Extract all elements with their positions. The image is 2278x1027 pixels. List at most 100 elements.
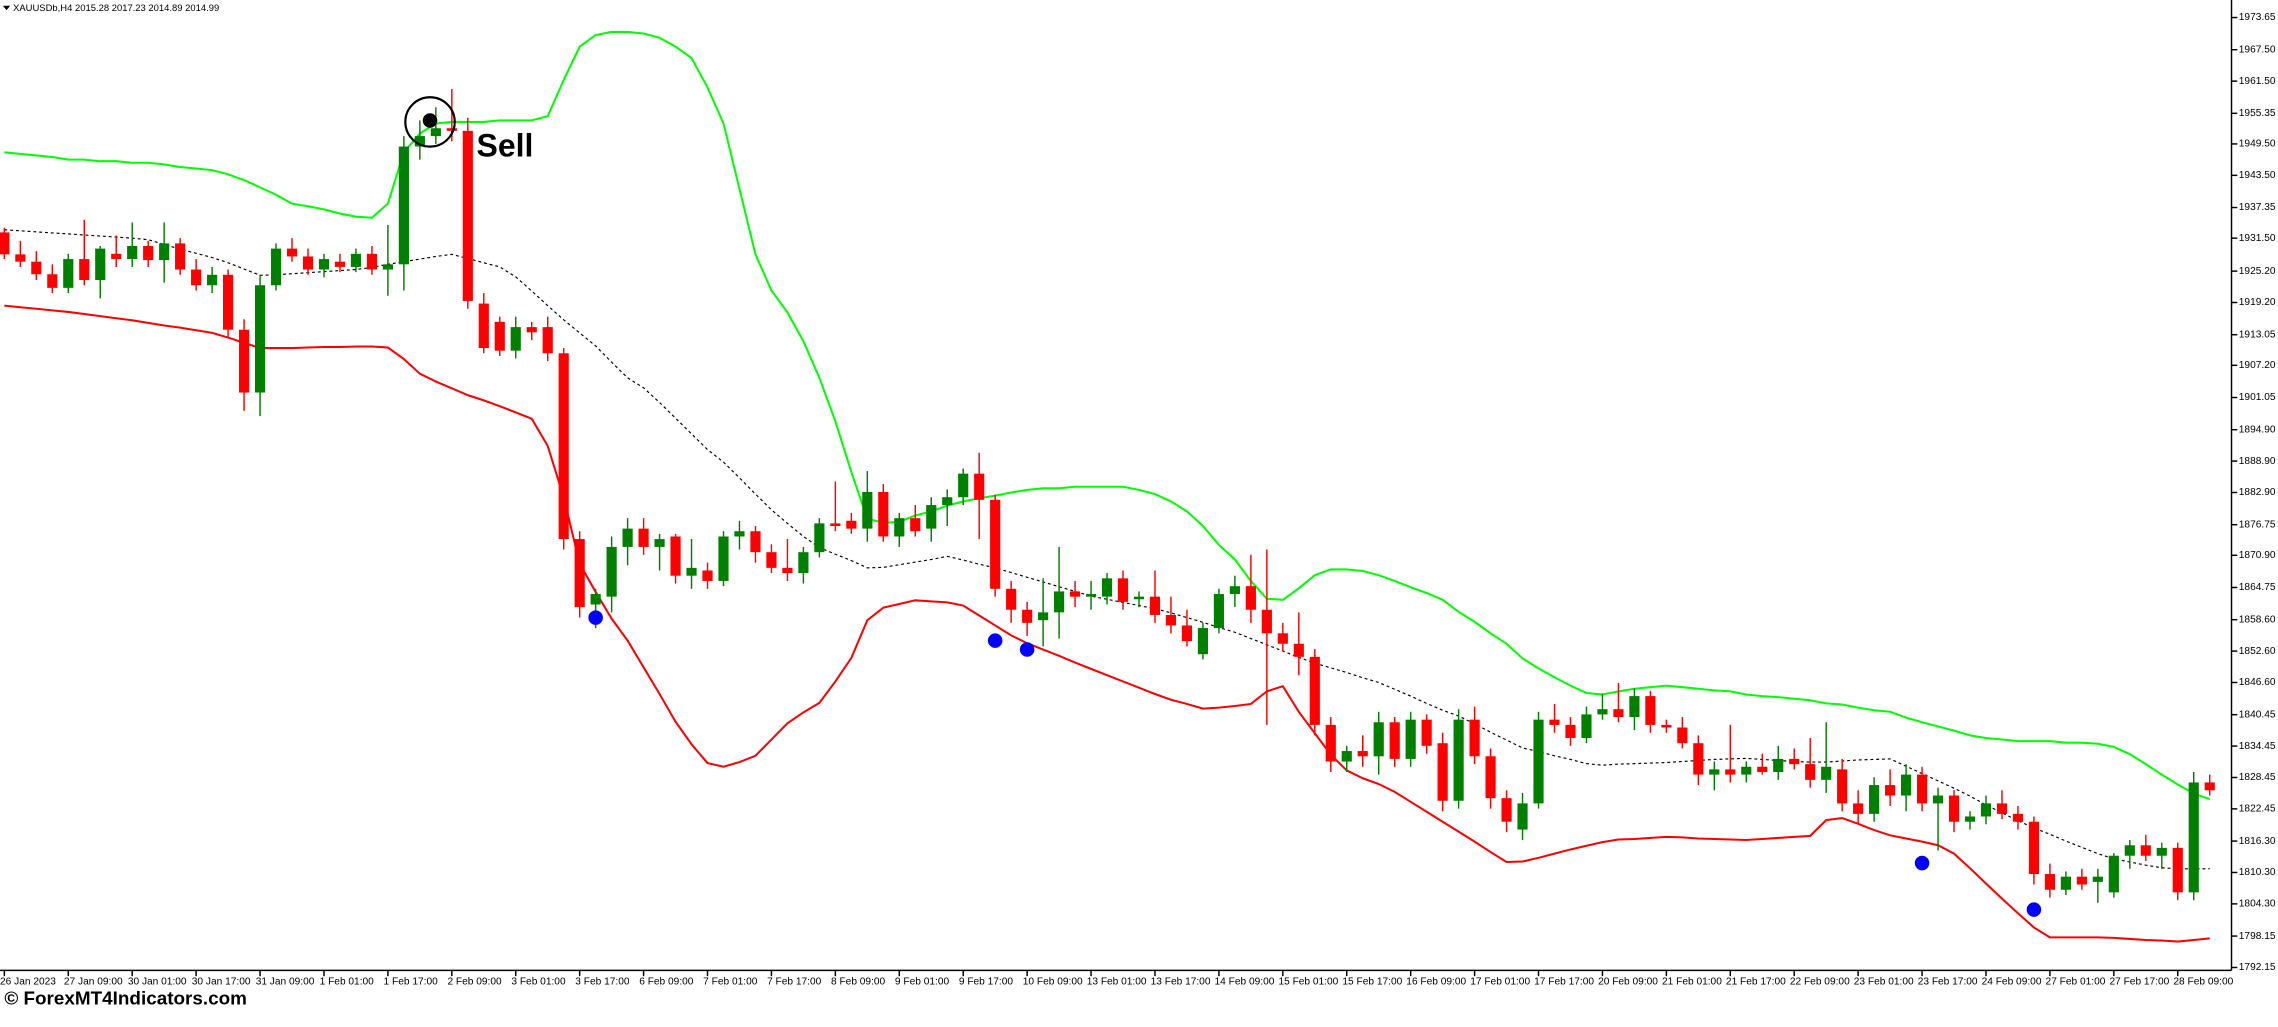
candle-body — [750, 531, 761, 553]
x-tick-label: 28 Feb 09:00 — [2173, 977, 2233, 988]
candle-body — [1437, 743, 1448, 801]
candle-body — [95, 248, 106, 281]
x-tick-label: 7 Feb 17:00 — [767, 977, 822, 988]
candle-body — [334, 261, 346, 267]
x-tick-label: 21 Feb 01:00 — [1662, 977, 1722, 988]
sell-signal — [422, 113, 438, 128]
candle-body — [798, 552, 809, 574]
y-tick-label: 1949.50 — [2239, 139, 2276, 150]
candle-body — [1133, 596, 1145, 600]
candle-body — [1277, 633, 1288, 644]
x-tick-label: 21 Feb 17:00 — [1726, 977, 1786, 988]
candle-body — [254, 285, 266, 393]
y-tick-label: 1967.50 — [2239, 44, 2276, 55]
x-tick-label: 3 Feb 01:00 — [511, 977, 566, 988]
x-tick-label: 17 Feb 17:00 — [1534, 977, 1594, 988]
candle-body — [446, 128, 457, 131]
candle-body — [1996, 803, 2008, 814]
candle-body — [590, 594, 601, 605]
candle-body — [846, 520, 857, 529]
x-tick-label: 27 Feb 17:00 — [2109, 977, 2169, 988]
candle-body — [1741, 766, 1752, 775]
candle-body — [1325, 724, 1336, 762]
buy-signal — [588, 610, 603, 625]
x-tick-label: 9 Feb 17:00 — [959, 977, 1014, 988]
band-line — [4, 30, 2211, 801]
candle-body — [622, 528, 633, 547]
candle-body — [2044, 874, 2055, 890]
candle-body — [1293, 643, 1304, 657]
x-tick-label: 20 Feb 09:00 — [1598, 977, 1658, 988]
x-tick-label: 2 Feb 09:00 — [447, 977, 502, 988]
candle-body — [1677, 727, 1688, 744]
y-tick-label: 1919.20 — [2239, 297, 2276, 308]
candle-body — [1453, 719, 1464, 801]
y-tick-label: 1822.45 — [2239, 804, 2276, 815]
x-tick-label: 16 Feb 09:00 — [1406, 977, 1466, 988]
y-tick-label: 1931.50 — [2239, 233, 2276, 244]
candle-body — [1869, 785, 1880, 814]
x-tick-label: 7 Feb 01:00 — [703, 977, 758, 988]
y-tick-label: 1888.90 — [2239, 456, 2276, 467]
candle-body — [1117, 578, 1129, 602]
candle-body — [318, 259, 330, 270]
candle-body — [2012, 813, 2024, 822]
sell-label: Sell — [477, 128, 534, 164]
candle-body — [1213, 594, 1224, 629]
candle-body — [1357, 751, 1368, 757]
candle-body — [958, 473, 969, 498]
candle-body — [1373, 722, 1384, 757]
candle-body — [1645, 696, 1656, 725]
candle-body — [766, 552, 777, 568]
candle-body — [2060, 876, 2071, 890]
candle-body — [1533, 719, 1544, 804]
y-tick-label: 1894.90 — [2239, 424, 2276, 435]
candle-body — [1932, 795, 1944, 804]
candle-body — [1054, 591, 1065, 613]
y-tick-label: 1907.20 — [2239, 360, 2276, 371]
candle-body — [2156, 847, 2167, 856]
candle-body — [286, 248, 298, 257]
candle-body — [1709, 769, 1720, 775]
candle-body — [1485, 756, 1496, 799]
candle-body — [2076, 876, 2087, 885]
candle-body — [1341, 751, 1352, 762]
candle-body — [1693, 743, 1704, 775]
x-tick-label: 15 Feb 17:00 — [1342, 977, 1402, 988]
x-tick-label: 31 Jan 09:00 — [256, 977, 315, 988]
candle-body — [414, 136, 425, 147]
candle-body — [1309, 656, 1320, 725]
header-triangle — [2, 5, 11, 11]
candle-body — [1421, 719, 1432, 746]
candle-body — [1725, 769, 1736, 775]
candle-body — [926, 505, 937, 529]
x-tick-label: 30 Jan 17:00 — [192, 977, 251, 988]
candle-body — [862, 491, 873, 529]
candle-body — [1181, 625, 1193, 642]
x-tick-label: 15 Feb 01:00 — [1278, 977, 1338, 988]
x-tick-label: 9 Feb 01:00 — [895, 977, 950, 988]
candle-body — [1885, 785, 1896, 796]
candle-body — [382, 264, 393, 270]
candle-body — [702, 570, 713, 581]
candle-body — [638, 528, 649, 547]
x-tick-label: 23 Feb 01:00 — [1854, 977, 1914, 988]
candle-body — [1980, 803, 1992, 817]
y-tick-label: 1876.75 — [2239, 519, 2276, 530]
y-tick-label: 1870.90 — [2239, 550, 2276, 561]
candle-body — [1613, 709, 1624, 718]
x-tick-label: 13 Feb 01:00 — [1087, 977, 1147, 988]
candle-body — [1245, 586, 1256, 610]
y-tick-label: 1901.05 — [2239, 392, 2276, 403]
candle-body — [558, 353, 569, 540]
candle-body — [15, 254, 26, 262]
candle-body — [2092, 876, 2103, 882]
candle-body — [302, 256, 314, 270]
candle-body — [1629, 696, 1640, 718]
x-tick-label: 10 Feb 09:00 — [1023, 977, 1083, 988]
x-tick-label: 1 Feb 17:00 — [384, 977, 439, 988]
candle-body — [1069, 591, 1081, 597]
candle-body — [1101, 578, 1113, 597]
candle-body — [207, 274, 218, 286]
